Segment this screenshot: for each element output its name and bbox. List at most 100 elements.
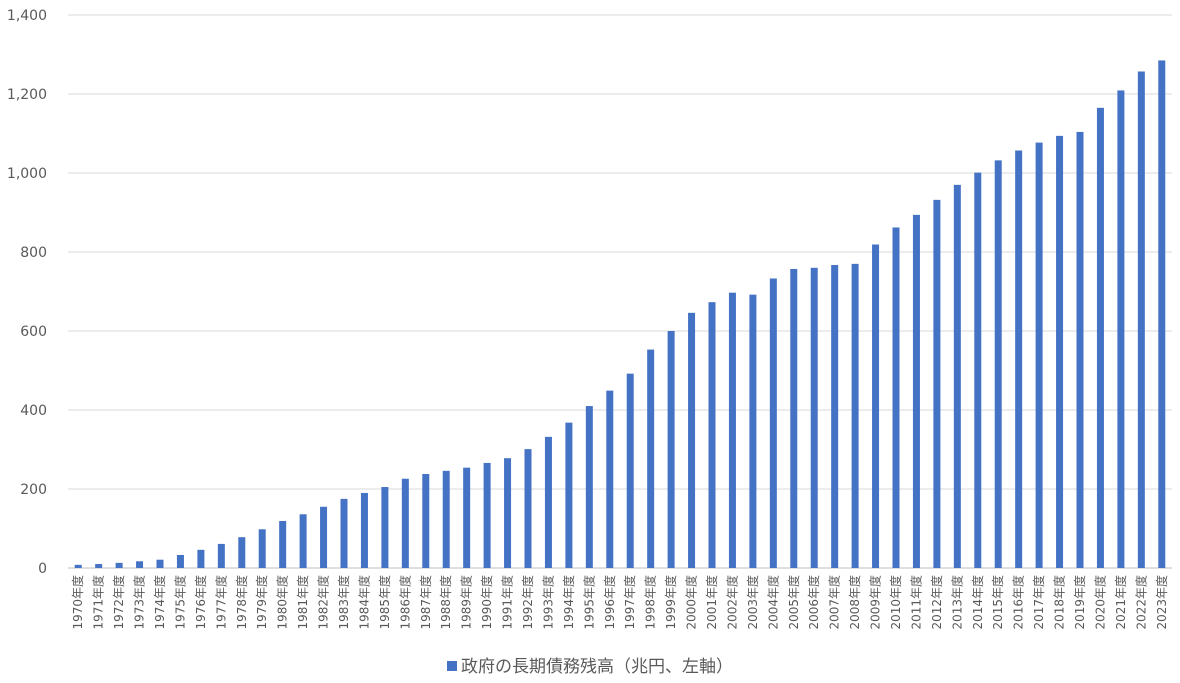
bar	[708, 302, 716, 568]
y-tick-label: 800	[20, 245, 47, 261]
bars	[74, 60, 1166, 569]
x-tick-label: 2014年度	[970, 575, 985, 630]
x-tick-label: 2020年度	[1092, 575, 1107, 630]
x-tick-label: 1990年度	[479, 575, 494, 630]
x-tick-label: 1991年度	[500, 575, 515, 630]
x-axis-ticks: 1970年度 1971年度 1972年度 1973年度 1974年度 1975年度 1976…	[70, 575, 1169, 630]
y-tick-label: 400	[20, 403, 47, 419]
x-tick-label: 2003年度	[745, 575, 760, 630]
bar	[504, 458, 512, 568]
y-tick-label: 1,000	[7, 166, 47, 182]
x-tick-label: 1989年度	[459, 575, 474, 630]
bar	[217, 543, 225, 568]
x-tick-label: 1992年度	[520, 575, 535, 630]
bar	[1076, 131, 1084, 569]
x-tick-label: 1972年度	[111, 575, 126, 630]
bar	[1117, 90, 1125, 568]
bar	[769, 278, 777, 568]
bar	[299, 514, 307, 568]
y-tick-label: 200	[20, 482, 47, 498]
y-axis-ticks: 0 200 400 600 800 1,000 1,200 1,400	[7, 8, 47, 577]
y-tick-label: 0	[38, 561, 47, 577]
bar	[136, 561, 144, 568]
bar	[994, 160, 1002, 569]
bar	[401, 478, 409, 568]
x-tick-label: 1973年度	[132, 575, 147, 630]
legend: 政府の長期債務残高（兆円、左軸）	[0, 652, 1180, 677]
x-tick-label: 1993年度	[540, 575, 555, 630]
bar	[892, 227, 900, 568]
x-tick-label: 2002年度	[724, 575, 739, 630]
bar	[1158, 60, 1166, 569]
x-tick-label: 2017年度	[1031, 575, 1046, 630]
bar	[749, 294, 757, 568]
y-tick-label: 1,200	[7, 87, 47, 103]
x-tick-label: 1997年度	[622, 575, 637, 630]
bar	[115, 562, 123, 568]
x-tick-label: 2000年度	[684, 575, 699, 630]
bar	[667, 331, 675, 568]
x-tick-label: 1975年度	[172, 575, 187, 630]
bar	[258, 529, 266, 568]
bar	[360, 492, 368, 568]
x-tick-label: 2023年度	[1154, 575, 1169, 630]
x-tick-label: 2013年度	[949, 575, 964, 630]
bar	[565, 422, 573, 568]
bar	[606, 390, 614, 568]
x-tick-label: 1985年度	[377, 575, 392, 630]
bar	[279, 520, 287, 568]
bar	[442, 470, 450, 568]
bar	[585, 406, 593, 568]
x-tick-label: 1995年度	[581, 575, 596, 630]
x-tick-label: 2001年度	[704, 575, 719, 630]
x-tick-label: 1984年度	[356, 575, 371, 630]
legend-swatch	[447, 661, 457, 671]
x-tick-label: 2007年度	[827, 575, 842, 630]
bar	[688, 312, 696, 568]
bar	[810, 267, 818, 568]
x-tick-label: 1986年度	[397, 575, 412, 630]
x-tick-label: 2021年度	[1113, 575, 1128, 630]
x-tick-label: 2008年度	[847, 575, 862, 630]
bar	[524, 449, 532, 568]
x-tick-label: 1981年度	[295, 575, 310, 630]
x-tick-label: 1983年度	[336, 575, 351, 630]
bar	[647, 349, 655, 568]
bar	[626, 373, 634, 568]
x-tick-label: 2009年度	[868, 575, 883, 630]
x-tick-label: 1998年度	[643, 575, 658, 630]
x-tick-label: 1996年度	[602, 575, 617, 630]
bar	[422, 473, 430, 568]
gridlines	[68, 14, 1172, 569]
x-tick-label: 2022年度	[1133, 575, 1148, 630]
bar	[381, 487, 389, 568]
x-tick-label: 1970年度	[70, 575, 85, 630]
x-tick-label: 1987年度	[418, 575, 433, 630]
x-tick-label: 2012年度	[929, 575, 944, 630]
bar	[1035, 142, 1043, 568]
x-tick-label: 2005年度	[786, 575, 801, 630]
bar	[74, 564, 82, 568]
x-tick-label: 2010年度	[888, 575, 903, 630]
x-tick-label: 1971年度	[91, 575, 106, 630]
bar	[1096, 107, 1104, 568]
bar	[872, 244, 880, 568]
bar	[176, 554, 184, 568]
bar	[1015, 150, 1023, 569]
bar	[238, 537, 246, 568]
x-tick-label: 2015年度	[990, 575, 1005, 630]
x-tick-label: 2004年度	[765, 575, 780, 630]
y-tick-label: 600	[20, 324, 47, 340]
x-tick-label: 1976年度	[193, 575, 208, 630]
bar	[974, 172, 982, 569]
y-tick-label: 1,400	[7, 8, 47, 24]
x-tick-label: 1979年度	[254, 575, 269, 630]
x-tick-label: 1980年度	[275, 575, 290, 630]
bar	[1137, 71, 1145, 569]
x-tick-label: 2018年度	[1052, 575, 1067, 630]
x-tick-label: 1988年度	[438, 575, 453, 630]
bar	[728, 292, 736, 568]
x-tick-label: 2019年度	[1072, 575, 1087, 630]
